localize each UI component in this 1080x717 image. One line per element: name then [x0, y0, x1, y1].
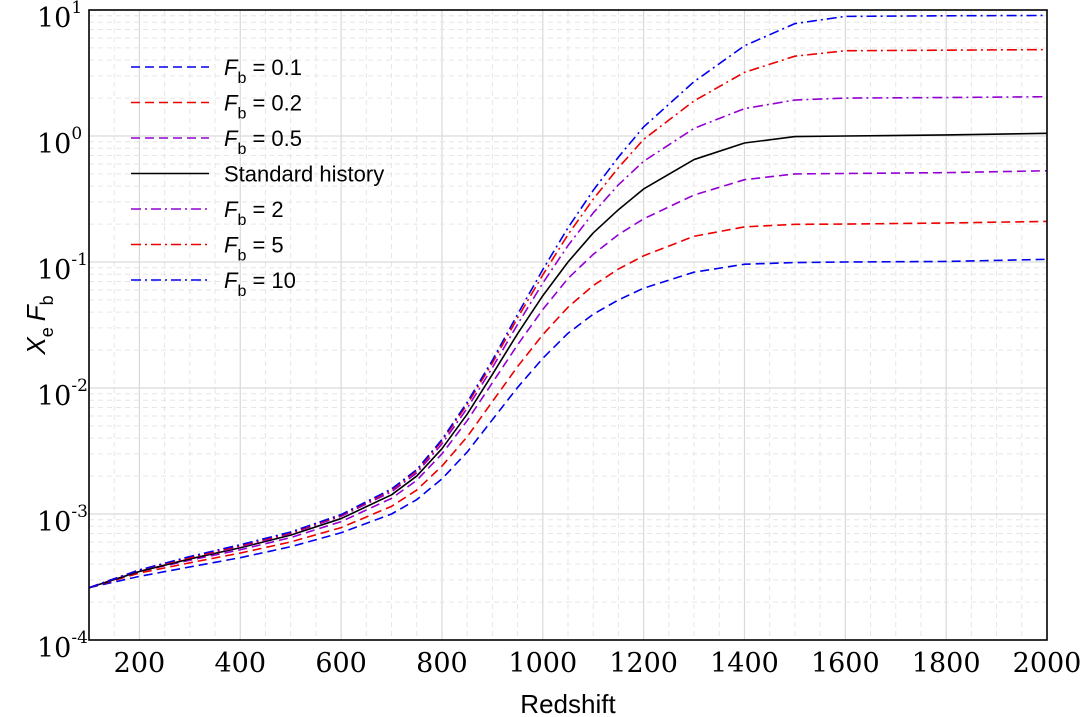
- legend-label-5: Fb = 2: [224, 197, 284, 229]
- y-tick-labels: 10-4 10-3 10-2 10-1 100 101: [37, 0, 88, 664]
- legend-label-7: Fb = 10: [224, 268, 296, 300]
- y-tick-label: 100: [37, 124, 82, 160]
- series-line-5: [88, 95, 1048, 589]
- x-tick-label: 400: [214, 648, 266, 679]
- legend-label-3: Fb = 0.5: [224, 126, 302, 158]
- series-group: [88, 14, 1048, 589]
- x-tick-label: 600: [315, 648, 367, 679]
- y-axis-title: XeFb: [21, 295, 57, 355]
- y-axis-title-text: XeFb: [21, 295, 57, 355]
- y-tick-label: 10-3: [37, 502, 88, 538]
- plot-frame: [88, 9, 1048, 641]
- legend-label-6: Fb = 5: [224, 233, 284, 265]
- y-tick-label: 10-1: [37, 250, 88, 286]
- series-line-3: [88, 169, 1048, 589]
- series-line-2: [88, 220, 1048, 589]
- legend-label-2: Fb = 0.2: [224, 91, 302, 123]
- legend: Fb = 0.1 Fb = 0.2Fb = 0.5 Standard history…: [131, 55, 384, 300]
- y-tick-label: 10-2: [37, 376, 88, 412]
- x-tick-label: 2000: [1013, 648, 1080, 679]
- x-tick-label: 1400: [710, 648, 779, 679]
- x-tick-labels: 200 400 600 800 1000 1200 1400 1600 1800 2000: [114, 648, 1080, 679]
- x-tick-label: 200: [114, 648, 166, 679]
- legend-label-4: Standard history: [224, 162, 384, 187]
- series-line-6: [88, 48, 1048, 589]
- y-tick-label: 101: [37, 0, 82, 34]
- series-line-1: [88, 258, 1048, 589]
- legend-label-1: Fb = 0.1: [224, 55, 302, 87]
- x-tick-label: 1600: [811, 648, 880, 679]
- grid: [89, 10, 1047, 640]
- x-tick-label: 1200: [609, 648, 678, 679]
- series-line-4: [88, 132, 1048, 589]
- x-axis-title: Redshift: [520, 689, 616, 717]
- x-tick-label: 1000: [508, 648, 577, 679]
- x-tick-label: 800: [416, 648, 468, 679]
- x-tick-label: 1800: [912, 648, 981, 679]
- y-tick-label: 10-4: [37, 628, 88, 664]
